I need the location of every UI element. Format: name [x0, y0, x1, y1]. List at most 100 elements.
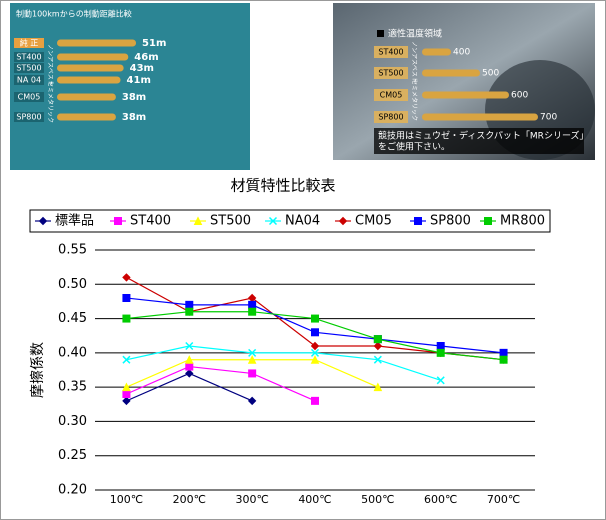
- legend-box: [29, 209, 551, 233]
- x-tick-label: 600℃: [424, 493, 457, 506]
- value-label: 46m: [134, 52, 158, 63]
- point: [122, 396, 131, 406]
- label-box: [374, 67, 408, 79]
- category-label: NA 04: [17, 76, 41, 85]
- legend-label: ST400: [130, 214, 171, 229]
- legend-marker: [414, 217, 422, 225]
- point: [436, 376, 445, 385]
- category-label: ST400: [378, 48, 403, 57]
- point: [247, 396, 257, 406]
- y-tick-label: 0.50: [58, 277, 87, 292]
- series-line: [126, 345, 441, 381]
- bar: [422, 91, 509, 99]
- note: をご使用下さい。: [378, 141, 450, 153]
- label-box: [374, 111, 408, 123]
- legend-marker: [268, 216, 278, 226]
- group-label: ノンアスベスト: [411, 41, 418, 83]
- point: [122, 314, 131, 323]
- label-box: [14, 112, 44, 122]
- category-label: ST500: [378, 69, 403, 78]
- x-tick-label: 200℃: [173, 493, 206, 506]
- x-tick-label: 400℃: [298, 493, 331, 506]
- point: [185, 300, 194, 309]
- legend-label: CM05: [355, 214, 392, 229]
- bar: [422, 113, 538, 121]
- point: [122, 382, 131, 392]
- legend-label: ST500: [210, 214, 251, 229]
- point: [122, 294, 131, 302]
- point: [122, 273, 131, 282]
- group-label: セミメタリック: [411, 79, 419, 121]
- label-box: [14, 38, 44, 48]
- y-tick-label: 0.45: [58, 311, 87, 326]
- y-tick-label: 0.30: [58, 414, 87, 429]
- point: [248, 369, 257, 378]
- value-label: 41m: [127, 75, 151, 86]
- value-label: 400: [453, 48, 470, 58]
- point: [247, 355, 257, 364]
- point: [185, 369, 194, 378]
- category-label: 純 正: [20, 38, 39, 48]
- bar: [57, 93, 116, 101]
- point: [310, 348, 320, 357]
- category-label: ST400: [16, 53, 41, 62]
- bar: [57, 76, 121, 84]
- legend-marker: [114, 217, 122, 225]
- label-box: [374, 46, 408, 58]
- legend-label: 標準品: [55, 213, 94, 229]
- point: [499, 355, 508, 364]
- y-tick-label: 0.25: [58, 448, 87, 463]
- label-box: [14, 52, 44, 62]
- panel-title: 制動100kmからの制動距離比較: [16, 9, 132, 19]
- point: [311, 328, 319, 337]
- legend-label: MR800: [500, 214, 545, 229]
- point: [185, 307, 194, 316]
- point: [373, 382, 383, 392]
- x-tick-label: 100℃: [110, 493, 143, 506]
- plot-area: [95, 250, 535, 490]
- y-tick-label: 0.40: [58, 345, 87, 360]
- label-box: [14, 92, 44, 102]
- point: [310, 341, 320, 351]
- legend-label: SP800: [430, 214, 471, 229]
- chart-title: 材質特性比較表: [230, 177, 335, 195]
- y-tick-label: 0.35: [58, 380, 87, 395]
- note: 競技用はミュウゼ・ディスクパット「MRシリーズ」: [378, 130, 589, 142]
- value-label: 600: [511, 91, 528, 101]
- bar: [57, 113, 116, 121]
- point: [248, 348, 257, 357]
- category-label: CM05: [380, 91, 403, 100]
- point: [373, 341, 383, 351]
- x-tick-label: 500℃: [361, 493, 394, 506]
- category-label: CM05: [18, 93, 41, 102]
- x-tick-label: 300℃: [235, 493, 268, 506]
- bar: [57, 64, 124, 72]
- label-box: [374, 89, 408, 101]
- label-box: [14, 75, 44, 85]
- point: [184, 355, 194, 364]
- bar: [422, 69, 480, 77]
- category-label: ST500: [16, 64, 41, 73]
- point: [185, 362, 194, 371]
- bar: [57, 53, 129, 61]
- left-panel: [10, 3, 250, 170]
- point: [248, 307, 257, 316]
- y-tick-label: 0.20: [58, 483, 87, 498]
- value-label: 700: [540, 113, 557, 123]
- series-line: [126, 365, 316, 402]
- y-tick-label: 0.55: [58, 243, 87, 258]
- category-label: SP800: [16, 113, 41, 122]
- point: [311, 396, 319, 405]
- point: [248, 300, 257, 309]
- y-axis-label: 摩擦係数: [29, 342, 46, 398]
- point: [311, 314, 319, 323]
- value-label: 38m: [122, 92, 146, 103]
- legend-marker: [38, 216, 48, 226]
- x-tick-label: 700℃: [487, 493, 520, 506]
- legend-marker: [484, 217, 492, 225]
- bar: [57, 39, 137, 47]
- point: [185, 341, 194, 351]
- legend-marker: [193, 216, 203, 225]
